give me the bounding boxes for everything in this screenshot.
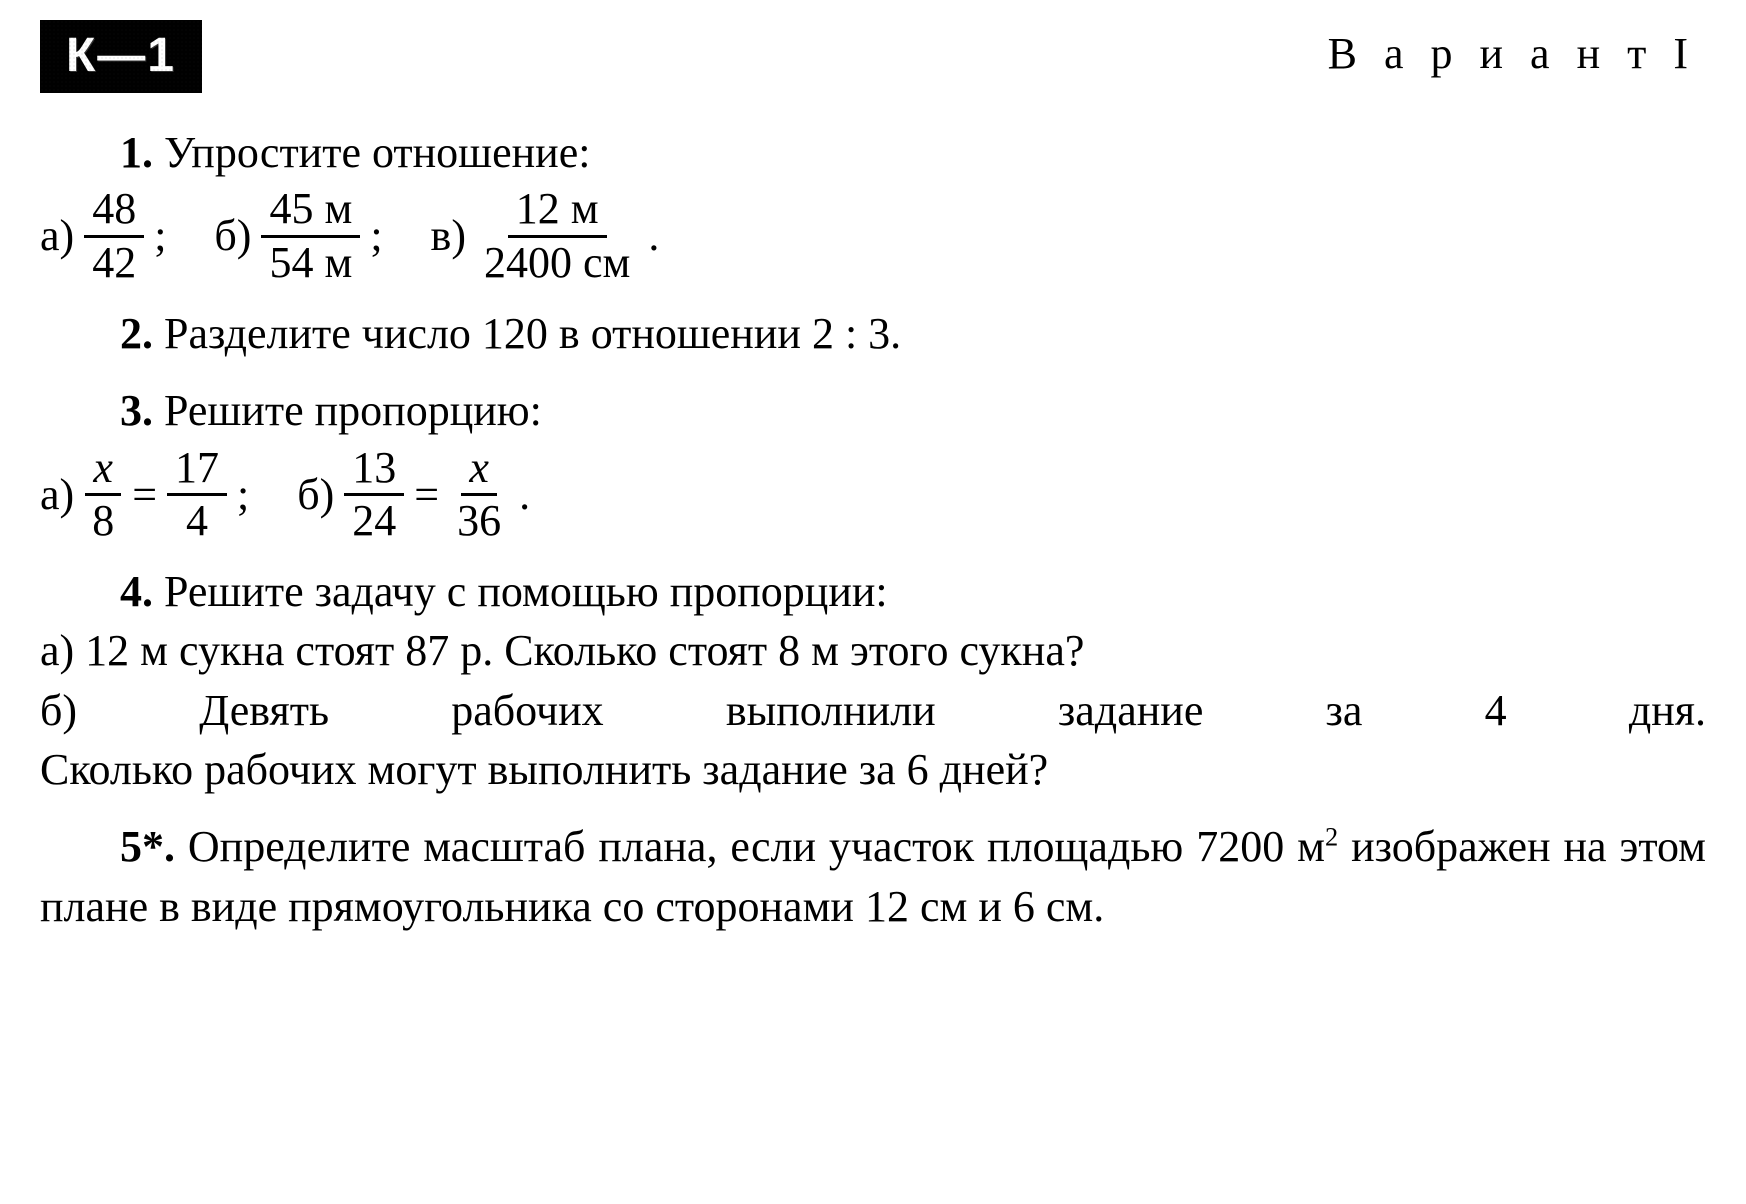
task-3b: б) 13 24 = x 36 . bbox=[297, 445, 530, 544]
task-1c-frac: 12 м 2400 см bbox=[476, 186, 638, 285]
task-4-num: 4. bbox=[120, 567, 153, 616]
task-1c-den: 2400 см bbox=[476, 238, 638, 286]
task-3a-eq: = bbox=[132, 465, 157, 524]
task-3b-eq: = bbox=[414, 465, 439, 524]
task-5: 5*. Определите масштаб плана, если участ… bbox=[40, 817, 1706, 936]
document-page: К—1 В а р и а н т I 1. Упростите отношен… bbox=[0, 0, 1746, 1204]
task-2-line: 2. Разделите число 120 в отношении 2 : 3… bbox=[40, 304, 1706, 363]
task-1a-label: а) bbox=[40, 206, 74, 265]
header-row: К—1 В а р и а н т I bbox=[40, 20, 1706, 93]
task-4-title-text: Решите задачу с помощью пропорции: bbox=[153, 567, 888, 616]
task-2-text: Разделите число 120 в отношении 2 : 3. bbox=[153, 309, 901, 358]
task-2-num: 2. bbox=[120, 309, 153, 358]
task-3-title-text: Решите пропорцию: bbox=[153, 386, 542, 435]
task-3a-left: x 8 bbox=[84, 445, 122, 544]
task-3-title: 3. Решите пропорцию: bbox=[40, 381, 1706, 440]
task-4-title: 4. Решите задачу с помощью пропорции: bbox=[40, 562, 1706, 621]
task-1c-tail: . bbox=[648, 206, 659, 265]
task-3-num: 3. bbox=[120, 386, 153, 435]
task-3a-r-den: 4 bbox=[178, 496, 216, 544]
badge-k1: К—1 bbox=[40, 20, 202, 93]
content: 1. Упростите отношение: а) 48 42 ; б) 45… bbox=[40, 123, 1706, 936]
task-5-pre: Определите масштаб плана, если участок п… bbox=[175, 822, 1325, 871]
task-2: 2. Разделите число 120 в отношении 2 : 3… bbox=[40, 304, 1706, 363]
task-1c: в) 12 м 2400 см . bbox=[431, 186, 660, 285]
task-3b-tail: . bbox=[519, 465, 530, 524]
task-1b-den: 54 м bbox=[261, 238, 360, 286]
task-1b-tail: ; bbox=[370, 206, 382, 265]
task-3a: а) x 8 = 17 4 ; bbox=[40, 445, 249, 544]
task-3a-l-den: 8 bbox=[84, 496, 122, 544]
task-1-title-text: Упростите отношение: bbox=[153, 128, 590, 177]
task-3a-r-num: 17 bbox=[167, 445, 227, 496]
task-3a-l-num: x bbox=[85, 445, 121, 496]
task-3-items: а) x 8 = 17 4 ; б) 13 24 bbox=[40, 445, 1706, 544]
task-3a-label: а) bbox=[40, 465, 74, 524]
task-5-num: 5*. bbox=[120, 822, 175, 871]
task-1a-frac: 48 42 bbox=[84, 186, 144, 285]
task-1b-num: 45 м bbox=[261, 186, 360, 237]
task-1-num: 1. bbox=[120, 128, 153, 177]
task-5-sup: 2 bbox=[1325, 822, 1338, 852]
task-1a-num: 48 bbox=[84, 186, 144, 237]
task-1b-label: б) bbox=[214, 206, 251, 265]
task-3b-left: 13 24 bbox=[344, 445, 404, 544]
task-4b-line2: Сколько рабочих могут выполнить задание … bbox=[40, 740, 1706, 799]
task-4b-line1: б) Девять рабочих выполнили задание за 4… bbox=[40, 681, 1706, 740]
task-3b-label: б) bbox=[297, 465, 334, 524]
task-4a: а) 12 м сукна стоят 87 р. Сколько стоят … bbox=[40, 621, 1706, 680]
task-1-title: 1. Упростите отношение: bbox=[40, 123, 1706, 182]
task-3a-right: 17 4 bbox=[167, 445, 227, 544]
task-3b-r-den: 36 bbox=[449, 496, 509, 544]
task-1a-den: 42 bbox=[84, 238, 144, 286]
variant-label: В а р и а н т I bbox=[1328, 28, 1696, 79]
task-1b-frac: 45 м 54 м bbox=[261, 186, 360, 285]
task-3b-r-num: x bbox=[461, 445, 497, 496]
task-3b-right: x 36 bbox=[449, 445, 509, 544]
task-1a: а) 48 42 ; bbox=[40, 186, 166, 285]
task-4: 4. Решите задачу с помощью пропорции: а)… bbox=[40, 562, 1706, 800]
task-1b: б) 45 м 54 м ; bbox=[214, 186, 382, 285]
task-3b-l-num: 13 bbox=[344, 445, 404, 496]
task-1-items: а) 48 42 ; б) 45 м 54 м ; в) bbox=[40, 186, 1706, 285]
task-1a-tail: ; bbox=[154, 206, 166, 265]
task-1c-num: 12 м bbox=[508, 186, 607, 237]
task-3b-l-den: 24 bbox=[344, 496, 404, 544]
task-3: 3. Решите пропорцию: а) x 8 = 17 4 ; bbox=[40, 381, 1706, 544]
task-1c-label: в) bbox=[431, 206, 466, 265]
task-3a-tail: ; bbox=[237, 465, 249, 524]
task-1: 1. Упростите отношение: а) 48 42 ; б) 45… bbox=[40, 123, 1706, 286]
